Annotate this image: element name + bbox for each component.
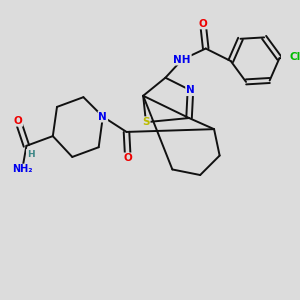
Text: N: N [186, 85, 195, 95]
Text: Cl: Cl [289, 52, 300, 62]
Text: NH: NH [173, 55, 191, 64]
Text: O: O [124, 153, 132, 163]
Text: N: N [98, 112, 107, 122]
Text: S: S [142, 117, 150, 127]
Text: H: H [27, 150, 34, 159]
Text: O: O [199, 19, 207, 28]
Text: NH₂: NH₂ [12, 164, 32, 175]
Text: O: O [14, 116, 22, 126]
